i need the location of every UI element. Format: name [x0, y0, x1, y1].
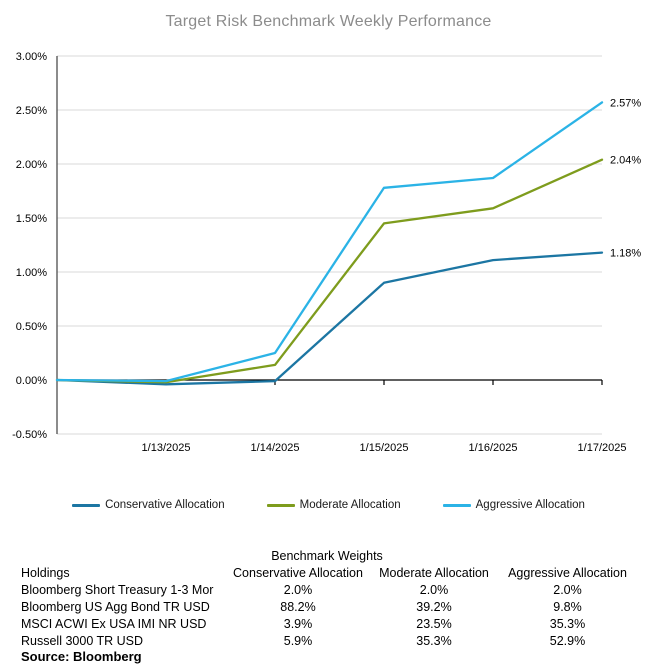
performance-line-chart: 3.00% 2.50% 2.00% 1.50% 1.00% 0.50% 0.00% -0.50… [12, 51, 641, 454]
source-note: Source: Bloomberg [21, 649, 142, 664]
svg-text:2.04%: 2.04% [610, 155, 641, 167]
svg-text:1/16/2025: 1/16/2025 [469, 442, 518, 454]
col-header-moderate: Moderate Allocation [379, 566, 489, 580]
holding-name: Russell 3000 TR USD [21, 634, 144, 648]
svg-text:0.50%: 0.50% [16, 321, 47, 333]
holding-name: Bloomberg US Agg Bond TR USD [21, 600, 210, 614]
svg-text:1/14/2025: 1/14/2025 [251, 442, 300, 454]
table-row: Bloomberg US Agg Bond TR USD 88.2% 39.2%… [21, 599, 633, 616]
svg-text:1/17/2025: 1/17/2025 [578, 442, 627, 454]
col-header-aggressive: Aggressive Allocation [508, 566, 627, 580]
weight-value: 2.0% [419, 583, 449, 597]
weight-value: 9.8% [553, 600, 582, 614]
weight-value: 2.0% [553, 583, 582, 597]
legend-label-aggressive: Aggressive Allocation [475, 499, 585, 511]
svg-text:0.00%: 0.00% [16, 375, 47, 387]
svg-text:1/15/2025: 1/15/2025 [360, 442, 409, 454]
weight-value: 52.9% [549, 634, 586, 648]
legend-item-conservative: Conservative Allocation [72, 499, 225, 511]
weight-value: 88.2% [280, 600, 316, 614]
col-header-holdings: Holdings [21, 566, 70, 580]
legend-label-moderate: Moderate Allocation [299, 499, 401, 511]
svg-text:-0.50%: -0.50% [12, 429, 47, 441]
weight-value: 2.0% [283, 583, 313, 597]
conservative-line-swatch-icon [72, 503, 101, 507]
svg-text:1.18%: 1.18% [610, 248, 641, 260]
holding-name: Bloomberg Short Treasury 1-3 Mor [21, 583, 214, 597]
weight-value: 23.5% [416, 617, 452, 631]
legend-item-aggressive: Aggressive Allocation [442, 499, 585, 511]
table-title: Benchmark Weights [271, 549, 383, 563]
svg-text:2.50%: 2.50% [16, 105, 47, 117]
table-row: Russell 3000 TR USD 5.9% 35.3% 52.9% [21, 633, 633, 650]
svg-text:1/13/2025: 1/13/2025 [142, 442, 191, 454]
svg-text:2.57%: 2.57% [610, 97, 641, 109]
table-row: Bloomberg Short Treasury 1-3 Mor 2.0% 2.… [21, 582, 633, 599]
moderate-line-swatch-icon [266, 503, 295, 507]
svg-text:1.00%: 1.00% [16, 267, 47, 279]
holding-name: MSCI ACWI Ex USA IMI NR USD [21, 617, 207, 631]
chart-legend: Conservative Allocation Moderate Allocat… [0, 499, 657, 511]
benchmark-weights-table: Benchmark Weights Holdings Conservative … [21, 548, 633, 650]
aggressive-line-swatch-icon [442, 503, 471, 507]
weight-value: 5.9% [283, 634, 313, 648]
legend-item-moderate: Moderate Allocation [266, 499, 401, 511]
legend-label-conservative: Conservative Allocation [105, 499, 225, 511]
weight-value: 35.3% [549, 617, 586, 631]
svg-text:2.00%: 2.00% [16, 159, 47, 171]
chart-title: Target Risk Benchmark Weekly Performance [165, 13, 492, 30]
svg-text:3.00%: 3.00% [16, 51, 47, 63]
weight-value: 35.3% [416, 634, 452, 648]
table-row: MSCI ACWI Ex USA IMI NR USD 3.9% 23.5% 3… [21, 616, 633, 633]
weight-value: 39.2% [416, 600, 452, 614]
table-header-row: Holdings Conservative Allocation Moderat… [21, 565, 633, 582]
weight-value: 3.9% [283, 617, 313, 631]
col-header-conservative: Conservative Allocation [233, 566, 363, 580]
svg-text:1.50%: 1.50% [16, 213, 47, 225]
